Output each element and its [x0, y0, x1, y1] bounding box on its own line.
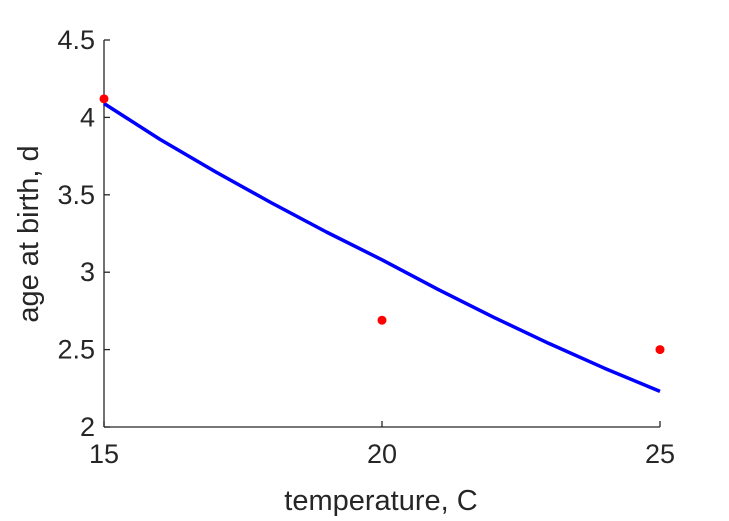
x-tick-label: 15	[89, 439, 119, 469]
y-tick-label: 4.5	[57, 25, 95, 55]
y-tick-label: 2	[80, 412, 95, 442]
data-point	[655, 345, 665, 355]
fit-curve-line	[103, 102, 661, 394]
ticks: 15 20 25 2 2.5 3 3.5 4 4.5	[57, 25, 675, 469]
axes	[103, 40, 660, 428]
x-axis-title: temperature, C	[284, 485, 477, 517]
y-tick-label: 3	[80, 257, 95, 287]
data-point	[99, 94, 109, 104]
y-axis-title: age at birth, d	[13, 145, 45, 322]
y-tick-label: 2.5	[57, 335, 95, 365]
x-tick-label: 20	[367, 439, 397, 469]
plot-area	[99, 94, 665, 394]
data-point	[377, 315, 387, 325]
y-tick-label: 4	[80, 102, 95, 132]
x-tick-label: 25	[645, 439, 675, 469]
y-tick-label: 3.5	[57, 180, 95, 210]
